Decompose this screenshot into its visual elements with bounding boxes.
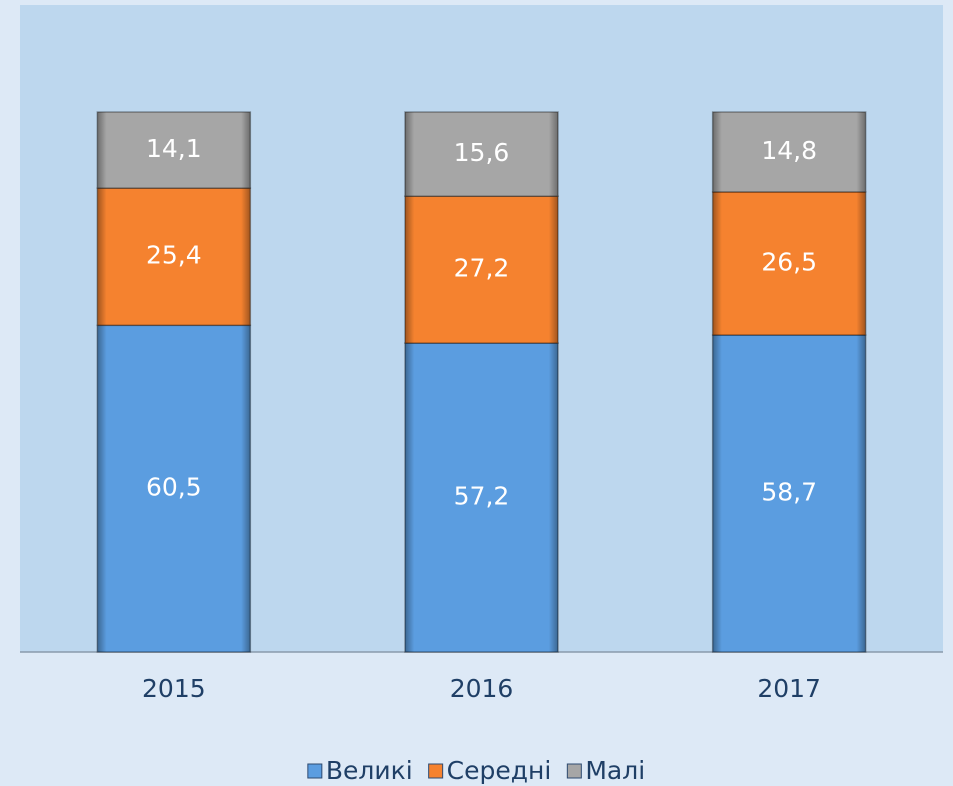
x-tick-label: 2016 xyxy=(450,674,514,703)
bar-shade xyxy=(712,335,866,652)
data-label: 15,6 xyxy=(454,138,510,167)
data-label: 58,7 xyxy=(761,478,817,507)
legend-marker xyxy=(428,763,444,779)
data-label: 26,5 xyxy=(761,247,817,276)
bar-shade xyxy=(97,325,251,652)
legend-label: Великі xyxy=(326,756,413,785)
data-label: 14,8 xyxy=(761,136,817,165)
x-tick-label: 2015 xyxy=(142,674,206,703)
bar-shade xyxy=(712,112,866,192)
data-label: 14,1 xyxy=(146,134,202,163)
legend-marker xyxy=(566,763,582,779)
data-label: 60,5 xyxy=(146,473,202,502)
legend-label: Середні xyxy=(447,756,552,785)
x-tick-label: 2017 xyxy=(757,674,821,703)
legend-marker xyxy=(307,763,323,779)
data-label: 27,2 xyxy=(454,254,510,283)
data-label: 25,4 xyxy=(146,241,202,270)
bar-shade xyxy=(405,343,558,652)
bar-shade xyxy=(405,112,558,197)
bar-shade xyxy=(712,191,866,336)
legend-label: Малі xyxy=(585,756,645,785)
bar-shade xyxy=(405,196,558,344)
bar-shade xyxy=(97,188,251,326)
bar-shade xyxy=(97,112,251,189)
data-label: 57,2 xyxy=(454,482,510,511)
